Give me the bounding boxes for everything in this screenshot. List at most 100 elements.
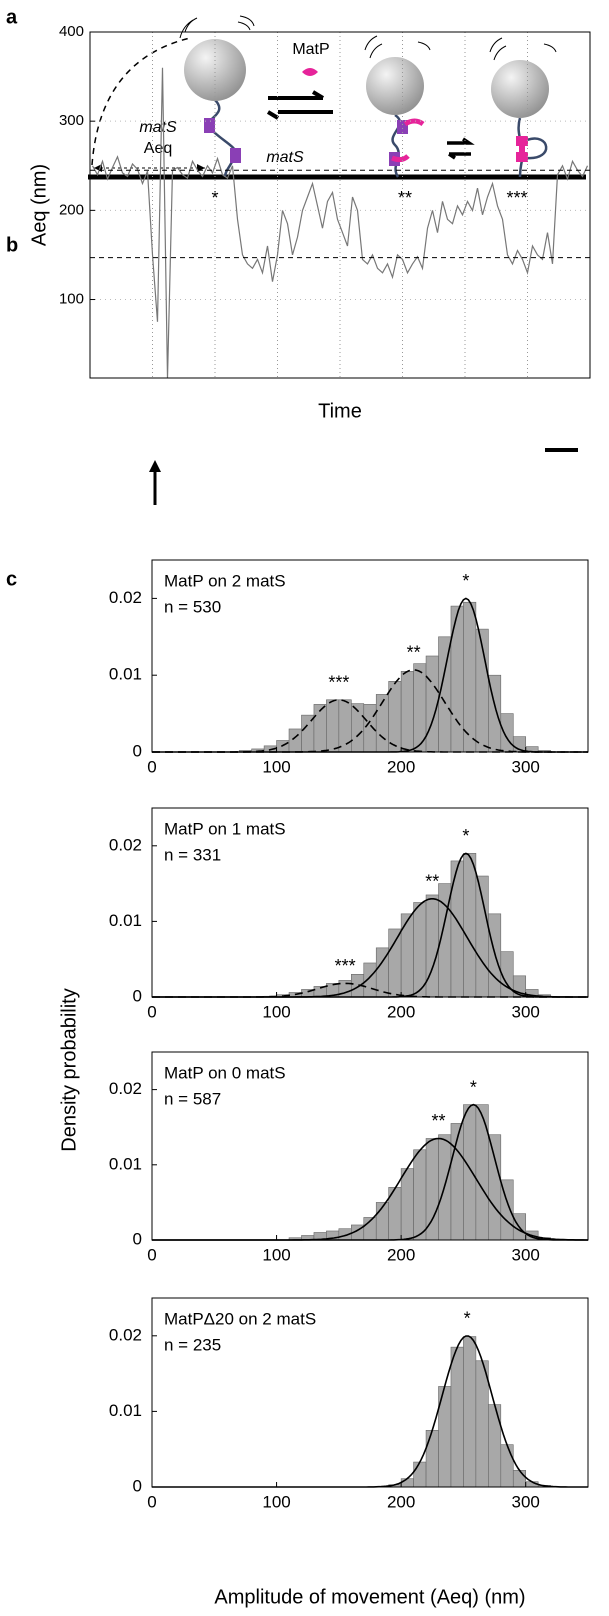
dna-loop [526, 137, 548, 160]
bar [450, 1346, 464, 1488]
x-axis-label: Time [318, 400, 362, 422]
state-label: *** [506, 188, 527, 208]
matp-bridge [516, 136, 528, 146]
bar [425, 894, 439, 998]
y-tick-label: 0.01 [109, 911, 142, 930]
x-tick-label: 0 [147, 1002, 156, 1021]
y-tick-label: 0.02 [109, 1079, 142, 1098]
diagram: MatP matS Aeq matS * ** *** [88, 15, 586, 208]
event-arrow-head [149, 460, 161, 472]
bead [491, 60, 549, 118]
y-axis-label: Density probability [58, 988, 80, 1151]
mats-site [397, 120, 408, 134]
annotation: n = 587 [164, 1089, 221, 1108]
bar [463, 1336, 477, 1488]
bar [512, 1470, 527, 1488]
state-label: *** [335, 956, 356, 976]
plot-frame [151, 807, 589, 998]
equilibrium-arrows [447, 137, 475, 160]
state-label: * [462, 826, 469, 846]
x-tick-label: 200 [387, 1245, 415, 1264]
x-tick-label: 300 [512, 1492, 540, 1511]
bar [413, 1461, 427, 1488]
y-tick-label: 0.01 [109, 1154, 142, 1173]
matp [391, 118, 425, 163]
state-label: ** [432, 1111, 446, 1131]
state-label: *** [328, 673, 349, 693]
x-tick-label: 200 [387, 1492, 415, 1511]
annotation: n = 530 [164, 597, 221, 616]
state-label: ** [407, 643, 421, 663]
bar [463, 601, 477, 753]
state-label: ** [398, 188, 412, 208]
site-label: matS [266, 149, 304, 166]
bar [450, 605, 464, 753]
motion-marks [489, 37, 557, 61]
x-tick-label: 0 [147, 1245, 156, 1264]
matp-bridge [519, 145, 525, 153]
bar [488, 1404, 502, 1488]
bead [366, 57, 424, 115]
y-tick-label: 0 [133, 1229, 142, 1248]
arc [91, 37, 191, 166]
bar [425, 1138, 439, 1241]
annotation: MatP on 0 matS [164, 1063, 286, 1082]
annotation: n = 331 [164, 845, 221, 864]
bead [184, 39, 246, 101]
bar [413, 902, 427, 998]
x-tick-label: 0 [147, 757, 156, 776]
y-tick-label: 400 [59, 23, 84, 40]
state-label: * [470, 1077, 477, 1097]
x-tick-label: 300 [512, 757, 540, 776]
y-tick-label: 0 [133, 986, 142, 1005]
x-tick-label: 200 [387, 1002, 415, 1021]
bar [475, 1360, 489, 1488]
bar [475, 875, 489, 998]
x-tick-label: 300 [512, 1002, 540, 1021]
bar [475, 1104, 489, 1241]
matp [302, 68, 318, 76]
y-tick-label: 0.02 [109, 835, 142, 854]
y-tick-label: 0.02 [109, 1325, 142, 1344]
x-tick-label: 100 [262, 1492, 290, 1511]
mats-site [230, 148, 241, 163]
protein-label: MatP [292, 41, 329, 58]
bar [400, 671, 414, 753]
x-tick-label: 200 [387, 757, 415, 776]
state-label: * [211, 188, 218, 208]
y-tick-label: 0 [133, 1476, 142, 1495]
annotation: MatPΔ20 on 2 matS [164, 1309, 316, 1328]
y-tick-label: 100 [59, 290, 84, 307]
plot-frame [89, 31, 591, 379]
equilibrium-arrows [266, 90, 333, 120]
x-tick-label: 100 [262, 1245, 290, 1264]
bar [500, 713, 514, 753]
x-tick-label: 100 [262, 1002, 290, 1021]
annotation: MatP on 1 matS [164, 819, 286, 838]
bar [425, 1430, 439, 1488]
x-tick-label: 100 [262, 757, 290, 776]
bar [488, 1134, 502, 1241]
plot-frame [151, 1051, 589, 1241]
bar [500, 1444, 514, 1488]
y-axis-label: Aeq (nm) [28, 164, 50, 246]
x-tick-label: 0 [147, 1492, 156, 1511]
dna-tether [206, 99, 238, 178]
plot-frame [151, 559, 589, 753]
state-label: * [462, 571, 469, 591]
y-tick-label: 0 [133, 741, 142, 760]
state-label: * [464, 1309, 471, 1329]
matp-bridge [516, 152, 528, 162]
x-axis-label: Amplitude of movement (Aeq) (nm) [214, 1586, 525, 1608]
site-label: matS [139, 119, 177, 136]
annotation: n = 235 [164, 1335, 221, 1354]
bar [363, 704, 377, 753]
bar [338, 699, 352, 753]
y-tick-label: 300 [59, 112, 84, 129]
y-tick-label: 0.01 [109, 1401, 142, 1420]
bar [288, 728, 302, 753]
plot-frame [151, 1297, 589, 1488]
trace [91, 67, 589, 379]
panel-label: b [6, 234, 18, 256]
x-tick-label: 300 [512, 1245, 540, 1264]
